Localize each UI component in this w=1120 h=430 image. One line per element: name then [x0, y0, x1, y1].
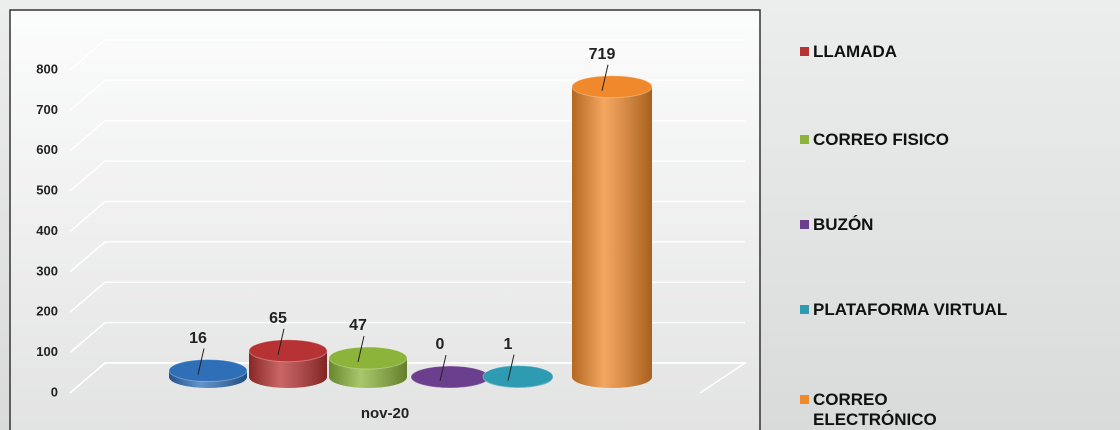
y-tick-label: 300 [36, 263, 58, 278]
y-tick-label: 700 [36, 102, 58, 117]
legend-label: CORREO ELECTRÓNICO [813, 390, 937, 429]
legend-label: CORREO FISICO [813, 130, 950, 149]
bar-part [601, 64, 609, 91]
y-tick-label: 500 [36, 183, 58, 198]
bar-part [439, 354, 447, 382]
bar [410, 354, 490, 389]
data-label: 1 [504, 336, 513, 353]
bar-part [357, 335, 365, 363]
data-label: 719 [589, 46, 616, 63]
legend-item: CORREO FISICO [800, 130, 949, 150]
bar-part [168, 359, 248, 383]
grid-line [69, 241, 745, 273]
legend-swatch [800, 47, 809, 56]
grid-line [69, 321, 745, 354]
grid-line [69, 160, 745, 192]
grid-line [69, 79, 745, 111]
y-tick-label: 100 [36, 344, 58, 359]
legend-swatch [800, 220, 809, 229]
bar-part [277, 328, 285, 355]
bar-part [507, 354, 515, 381]
grid-line [69, 39, 745, 71]
grid-line [69, 200, 745, 233]
y-tick-label: 400 [36, 223, 58, 238]
y-tick-label: 600 [36, 142, 58, 157]
legend-swatch [800, 135, 809, 144]
floor [69, 362, 748, 394]
grid-line [69, 281, 745, 313]
legend-swatch [800, 305, 809, 314]
y-tick-label: 0 [51, 384, 58, 399]
grid-line [69, 120, 745, 152]
bar [571, 64, 653, 389]
legend-label: LLAMADA [813, 42, 898, 61]
legend-item: PLATAFORMA VIRTUAL [800, 300, 1007, 320]
data-label: 16 [189, 330, 207, 347]
legend-item: LLAMADA [800, 42, 897, 62]
data-label: 47 [349, 317, 367, 334]
data-label: 65 [269, 310, 287, 327]
bar-part [571, 75, 653, 99]
legend-label: PLATAFORMA VIRTUAL [813, 300, 1008, 319]
bar-part [328, 346, 408, 370]
x-tick-label: nov-20 [361, 405, 409, 422]
legend-item: BUZÓN [800, 215, 873, 235]
legend-label: BUZÓN [813, 215, 874, 234]
legend-item: CORREO ELECTRÓNICO [800, 390, 943, 430]
bar-part [197, 348, 205, 375]
bar [328, 335, 408, 388]
bar-part [248, 339, 328, 363]
bar-part [572, 86, 652, 389]
bar-part [410, 365, 490, 389]
bar-part [482, 365, 554, 389]
legend-swatch [800, 395, 809, 404]
y-tick-label: 800 [36, 61, 58, 76]
bar [168, 348, 248, 388]
bar [248, 328, 328, 388]
data-label: 0 [436, 336, 445, 353]
y-tick-label: 200 [36, 304, 58, 319]
bar [482, 354, 554, 389]
